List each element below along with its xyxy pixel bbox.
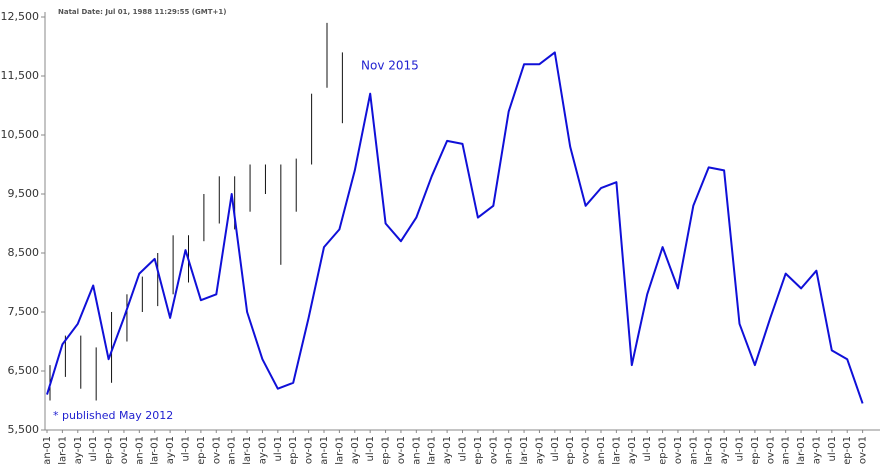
x-tick-label: an-01	[781, 436, 792, 464]
y-tick-label: 8,500	[8, 246, 40, 259]
x-tick-label: lar-01	[704, 436, 715, 464]
y-tick-label: 7,500	[8, 305, 40, 318]
natal-date: Natal Date: Jul 01, 1988 11:29:55 (GMT+1…	[58, 8, 226, 16]
x-tick-label: ov-01	[304, 436, 315, 464]
x-tick-label: ep-01	[381, 436, 392, 464]
x-tick-label: ep-01	[750, 436, 761, 464]
x-tick-label: ov-01	[581, 436, 592, 464]
x-tick-label: ay-01	[719, 436, 730, 464]
x-tick-label: ep-01	[288, 436, 299, 464]
x-tick-label: lar-01	[611, 436, 622, 464]
x-tick-label: lar-01	[427, 436, 438, 464]
x-tick-label: an-01	[227, 436, 238, 464]
x-tick-label: ul-01	[827, 436, 838, 461]
x-tick-label: ov-01	[673, 436, 684, 464]
x-tick-label: lar-01	[57, 436, 68, 464]
y-tick-label: 6,500	[8, 364, 40, 377]
annotation: * published May 2012	[53, 409, 173, 422]
x-tick-label: an-01	[411, 436, 422, 464]
x-tick-label: ay-01	[257, 436, 268, 464]
x-tick-label: lar-01	[796, 436, 807, 464]
x-tick-label: ep-01	[658, 436, 669, 464]
y-tick-label: 11,500	[1, 69, 40, 82]
x-tick-label: an-01	[42, 436, 53, 464]
x-tick-label: lar-01	[150, 436, 161, 464]
x-tick-label: ay-01	[165, 436, 176, 464]
x-tick-label: ep-01	[196, 436, 207, 464]
y-tick-label: 10,500	[1, 128, 40, 141]
x-tick-label: ov-01	[488, 436, 499, 464]
x-tick-label: lar-01	[242, 436, 253, 464]
x-tick-label: ul-01	[642, 436, 653, 461]
y-tick-label: 9,500	[8, 187, 40, 200]
x-tick-label: ov-01	[119, 436, 130, 464]
x-tick-label: ul-01	[735, 436, 746, 461]
x-tick-label: ay-01	[73, 436, 84, 464]
x-tick-label: ov-01	[765, 436, 776, 464]
x-tick-label: an-01	[688, 436, 699, 464]
x-tick-label: ov-01	[396, 436, 407, 464]
annotation: Nov 2015	[361, 59, 419, 73]
x-tick-label: ay-01	[534, 436, 545, 464]
x-tick-label: ay-01	[442, 436, 453, 464]
y-tick-label: 5,500	[8, 423, 40, 436]
x-tick-label: ep-01	[104, 436, 115, 464]
x-tick-label: an-01	[596, 436, 607, 464]
x-tick-label: ep-01	[565, 436, 576, 464]
x-tick-label: ul-01	[365, 436, 376, 461]
x-tick-label: ul-01	[458, 436, 469, 461]
x-tick-label: lar-01	[519, 436, 530, 464]
x-tick-label: ul-01	[181, 436, 192, 461]
x-tick-label: ep-01	[842, 436, 853, 464]
x-tick-label: ul-01	[273, 436, 284, 461]
x-tick-label: ay-01	[350, 436, 361, 464]
x-tick-label: ul-01	[88, 436, 99, 461]
series-line	[46, 51, 864, 404]
x-tick-label: ay-01	[811, 436, 822, 464]
x-tick-label: ul-01	[550, 436, 561, 461]
y-tick-label: 12,500	[1, 10, 40, 23]
x-tick-label: an-01	[504, 436, 515, 464]
x-tick-label: lar-01	[334, 436, 345, 464]
x-tick-label: an-01	[134, 436, 145, 464]
x-tick-label: ov-01	[211, 436, 222, 464]
x-tick-label: ay-01	[627, 436, 638, 464]
x-tick-label: ep-01	[473, 436, 484, 464]
x-tick-label: an-01	[319, 436, 330, 464]
x-tick-label: ov-01	[858, 436, 869, 464]
